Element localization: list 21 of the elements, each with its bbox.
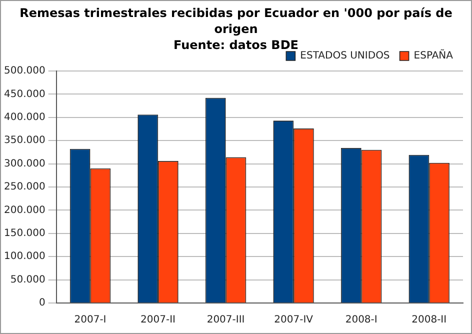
x-tick-label: 2007-II	[140, 314, 176, 326]
y-tick-label: 200.000	[4, 204, 46, 216]
y-tick-label: 450.000	[4, 88, 46, 100]
y-tick-label: 150.000	[4, 228, 46, 239]
y-tick-label: 100.000	[4, 251, 46, 262]
chart-title: Remesas trimestrales recibidas por Ecuador en '000 por país de origen	[18, 5, 454, 37]
x-tick-label: 2008-II	[412, 314, 447, 326]
y-tick-label: 250.000	[4, 182, 46, 193]
y-tick-label: 350.000	[4, 135, 46, 146]
x-tick-label: 2007-IV	[274, 314, 314, 326]
x-tick-label: 2007-III	[206, 314, 245, 326]
x-tick-label: 2008-I	[345, 314, 378, 326]
legend-label: ESTADOS UNIDOS	[300, 50, 390, 62]
chart-subtitle: Fuente: datos BDE	[174, 38, 298, 52]
y-tick-label: 500.000	[4, 66, 46, 77]
y-tick-label: 50.000	[10, 274, 46, 286]
y-tick-label: 0	[38, 298, 46, 309]
x-tick-label: 2007-I	[74, 314, 106, 326]
y-tick-label: 300.000	[4, 158, 46, 170]
legend-label: ESPAÑA	[414, 48, 454, 62]
y-tick-label: 400.000	[4, 112, 46, 123]
